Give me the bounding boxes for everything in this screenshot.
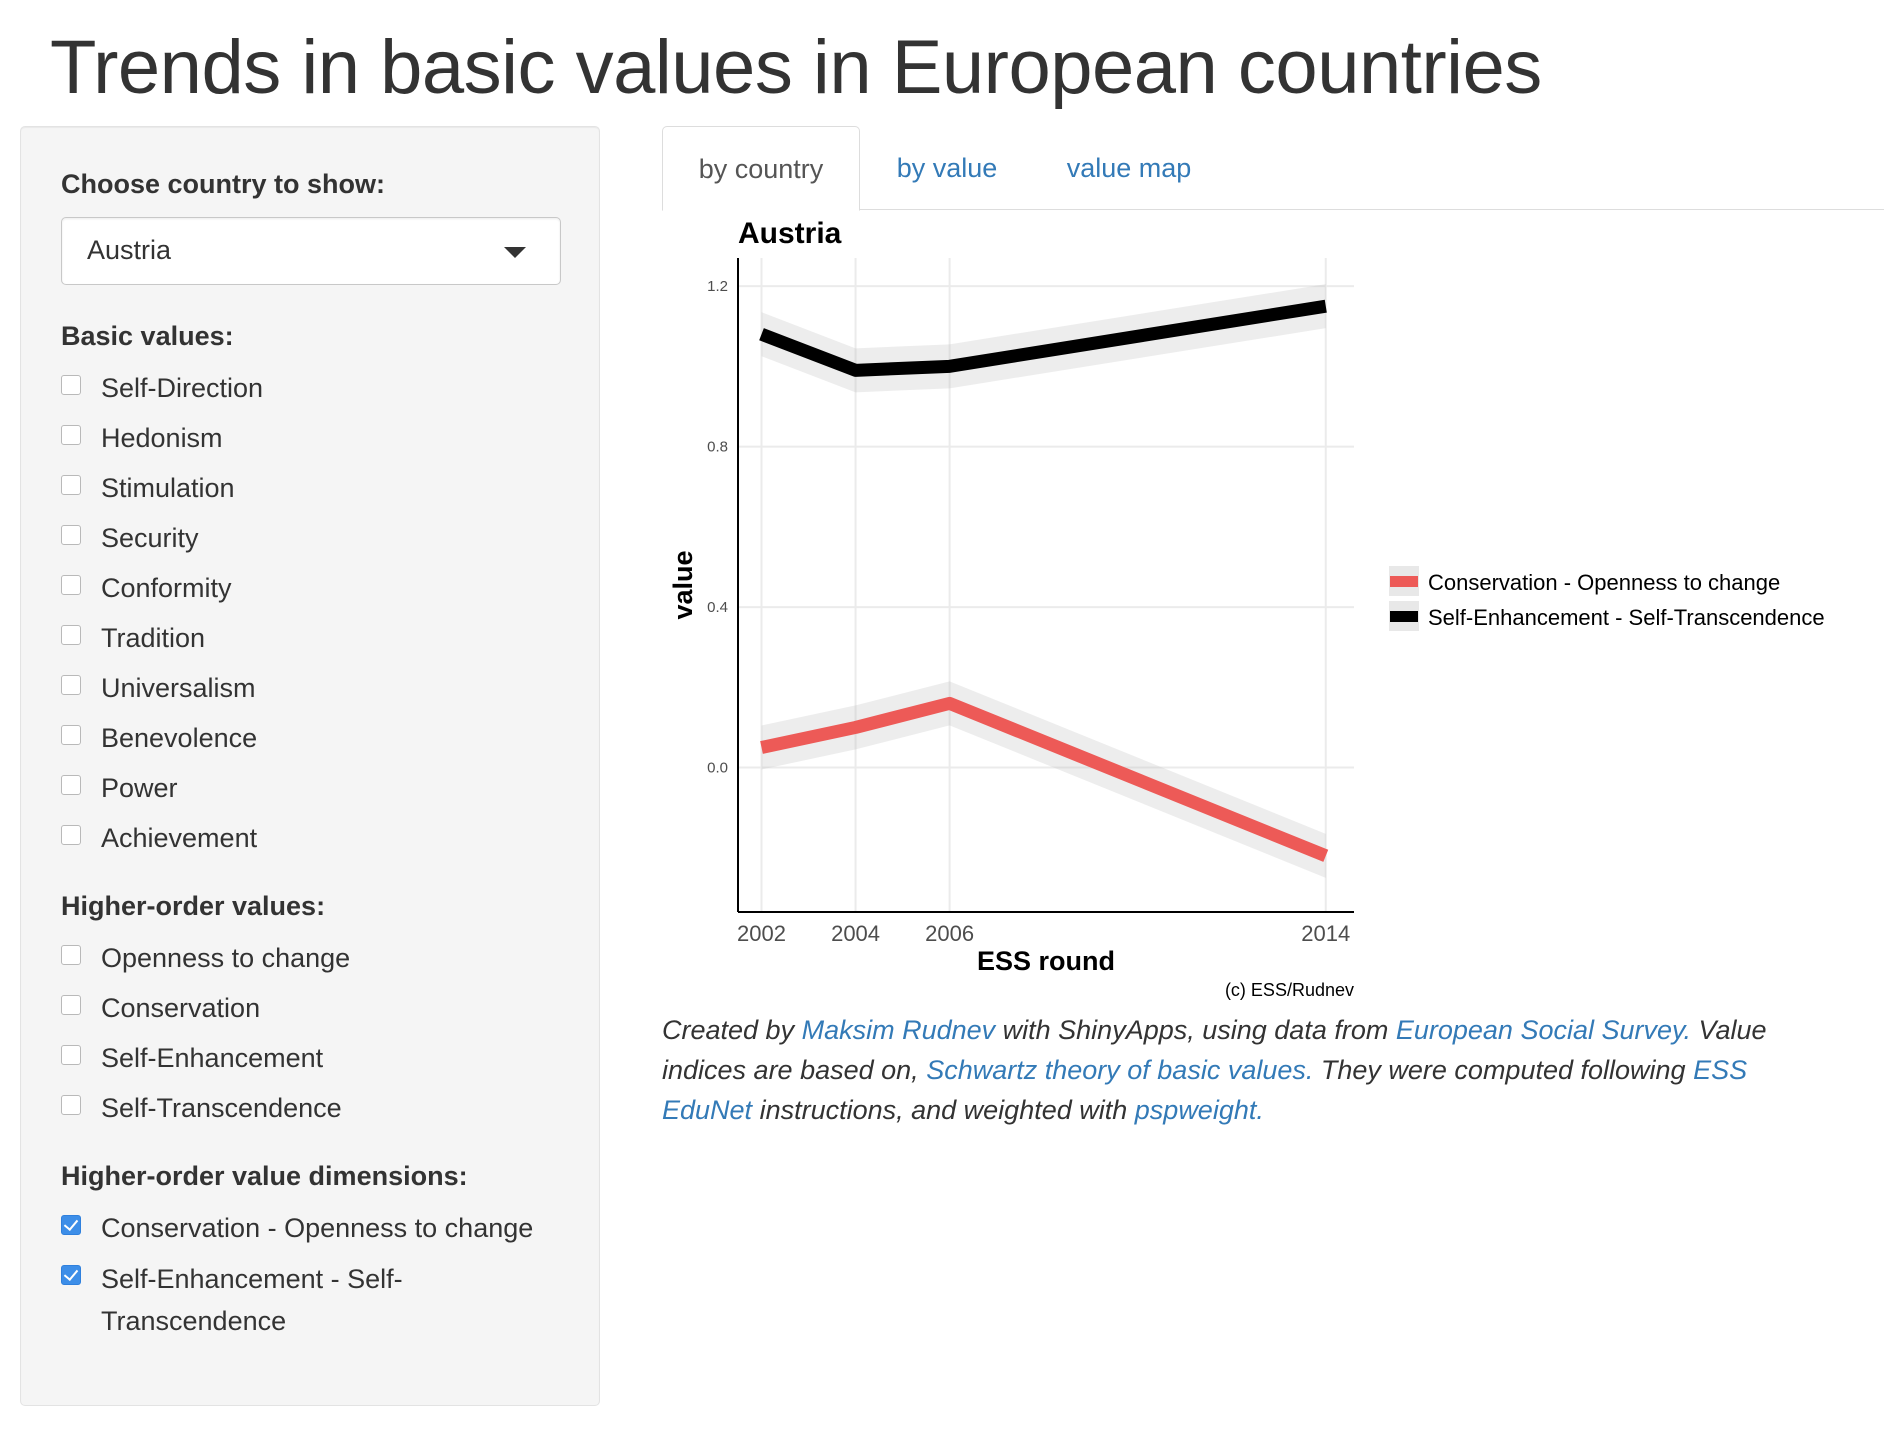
- checkbox-label: Conservation - Openness to change: [101, 1213, 534, 1243]
- link-ess-edunet[interactable]: ESS EduNet: [662, 1055, 1748, 1125]
- checkbox-label: Self-Transcendence: [101, 1093, 342, 1123]
- checkbox[interactable]: [61, 725, 81, 745]
- checkbox-label: Stimulation: [101, 473, 235, 503]
- checkbox[interactable]: [61, 475, 81, 495]
- legend-swatch: [1390, 611, 1418, 622]
- checkbox-label: Conservation: [101, 993, 261, 1023]
- link-maksim-rudnev[interactable]: Maksim Rudnev: [801, 1015, 996, 1045]
- y-tick-label: 0.4: [707, 599, 728, 616]
- checkbox-checked[interactable]: [61, 1215, 81, 1235]
- basic-values-label: Basic values:: [61, 321, 234, 351]
- chart-caption: (c) ESS/Rudnev: [1225, 980, 1354, 1000]
- checkbox-label: Self-Enhancement: [101, 1043, 324, 1073]
- checkbox[interactable]: [61, 995, 81, 1015]
- credits-text-part: with ShinyApps, using data from: [995, 1015, 1396, 1045]
- checkbox[interactable]: [61, 1045, 81, 1065]
- series-line: [759, 299, 1327, 377]
- link-schwartz-theory[interactable]: Schwartz theory of basic values.: [926, 1055, 1314, 1085]
- tab-by-country[interactable]: by country: [662, 126, 860, 211]
- x-tick-label: 2014: [1301, 921, 1350, 946]
- y-tick-label: 0.8: [707, 439, 728, 456]
- trend-chart: 0.0 0.4 0.8 1.2 2002 2004 2006 2014 Austria ESS r…: [668, 217, 1825, 1000]
- series-band: [761, 681, 1326, 878]
- y-axis-title: value: [668, 550, 698, 619]
- checkbox-label: Tradition: [101, 623, 206, 653]
- tab-by-value[interactable]: by value: [896, 153, 998, 183]
- checkbox-label: Security: [101, 523, 199, 553]
- checkbox-label: Self-Direction: [101, 373, 264, 403]
- x-tick-label: 2004: [831, 921, 880, 946]
- credits-text-part: Created by: [662, 1015, 802, 1045]
- checkbox[interactable]: [61, 775, 81, 795]
- credits-text-part: Value indices are based on,: [662, 1015, 1767, 1085]
- value-dimensions-label: Higher-order value dimensions:: [61, 1161, 468, 1191]
- checkbox[interactable]: [61, 625, 81, 645]
- tab-value-map[interactable]: value map: [1066, 153, 1192, 183]
- checkbox-label: Conformity: [101, 573, 232, 603]
- tab-bar: by country by value value map: [662, 126, 1884, 211]
- legend-label: Conservation - Openness to change: [1428, 570, 1780, 595]
- link-pspweight[interactable]: pspweight.: [1134, 1095, 1264, 1125]
- checkbox-label: Hedonism: [101, 423, 223, 453]
- country-select[interactable]: Austria: [61, 217, 561, 285]
- y-tick-label: 1.2: [707, 278, 728, 295]
- tab-divider: [662, 209, 1884, 210]
- checkbox-label: Achievement: [101, 823, 258, 853]
- legend-label: Self-Enhancement - Self-Transcendence: [1428, 605, 1825, 630]
- checkbox[interactable]: [61, 675, 81, 695]
- checkbox-label: Self-Enhancement - Self-Transcendence: [101, 1264, 403, 1336]
- legend-swatch: [1390, 576, 1418, 587]
- checkbox-label: Universalism: [101, 673, 256, 703]
- x-axis-title: ESS round: [977, 946, 1115, 976]
- sidebar-panel: Choose country to show: Austria Basic va…: [20, 126, 600, 1406]
- checkbox-checked[interactable]: [61, 1265, 81, 1285]
- checkbox[interactable]: [61, 425, 81, 445]
- credits-text: Created by Maksim Rudnev with ShinyApps,…: [662, 1010, 1842, 1130]
- country-select-label: Choose country to show:: [61, 169, 385, 199]
- x-tick-label: 2006: [925, 921, 974, 946]
- page-title: Trends in basic values in European count…: [50, 25, 1542, 110]
- credits-text-part: They were computed following: [1313, 1055, 1694, 1085]
- y-tick-label: 0.0: [707, 760, 728, 777]
- checkbox[interactable]: [61, 945, 81, 965]
- higher-order-values-label: Higher-order values:: [61, 891, 326, 921]
- checkbox[interactable]: [61, 375, 81, 395]
- link-european-social-survey[interactable]: European Social Survey.: [1395, 1015, 1692, 1045]
- checkbox-label: Benevolence: [101, 723, 258, 753]
- checkbox[interactable]: [61, 575, 81, 595]
- chevron-down-icon: [504, 247, 526, 258]
- checkbox[interactable]: [61, 825, 81, 845]
- x-tick-label: 2002: [737, 921, 786, 946]
- checkbox-label: Power: [101, 773, 178, 803]
- checkbox-label: Openness to change: [101, 943, 351, 973]
- country-select-value: Austria: [87, 235, 172, 265]
- checkbox[interactable]: [61, 525, 81, 545]
- checkbox[interactable]: [61, 1095, 81, 1115]
- chart-title: Austria: [738, 217, 842, 250]
- series-line: [760, 696, 1329, 862]
- credits-text-part: instructions, and weighted with: [752, 1095, 1135, 1125]
